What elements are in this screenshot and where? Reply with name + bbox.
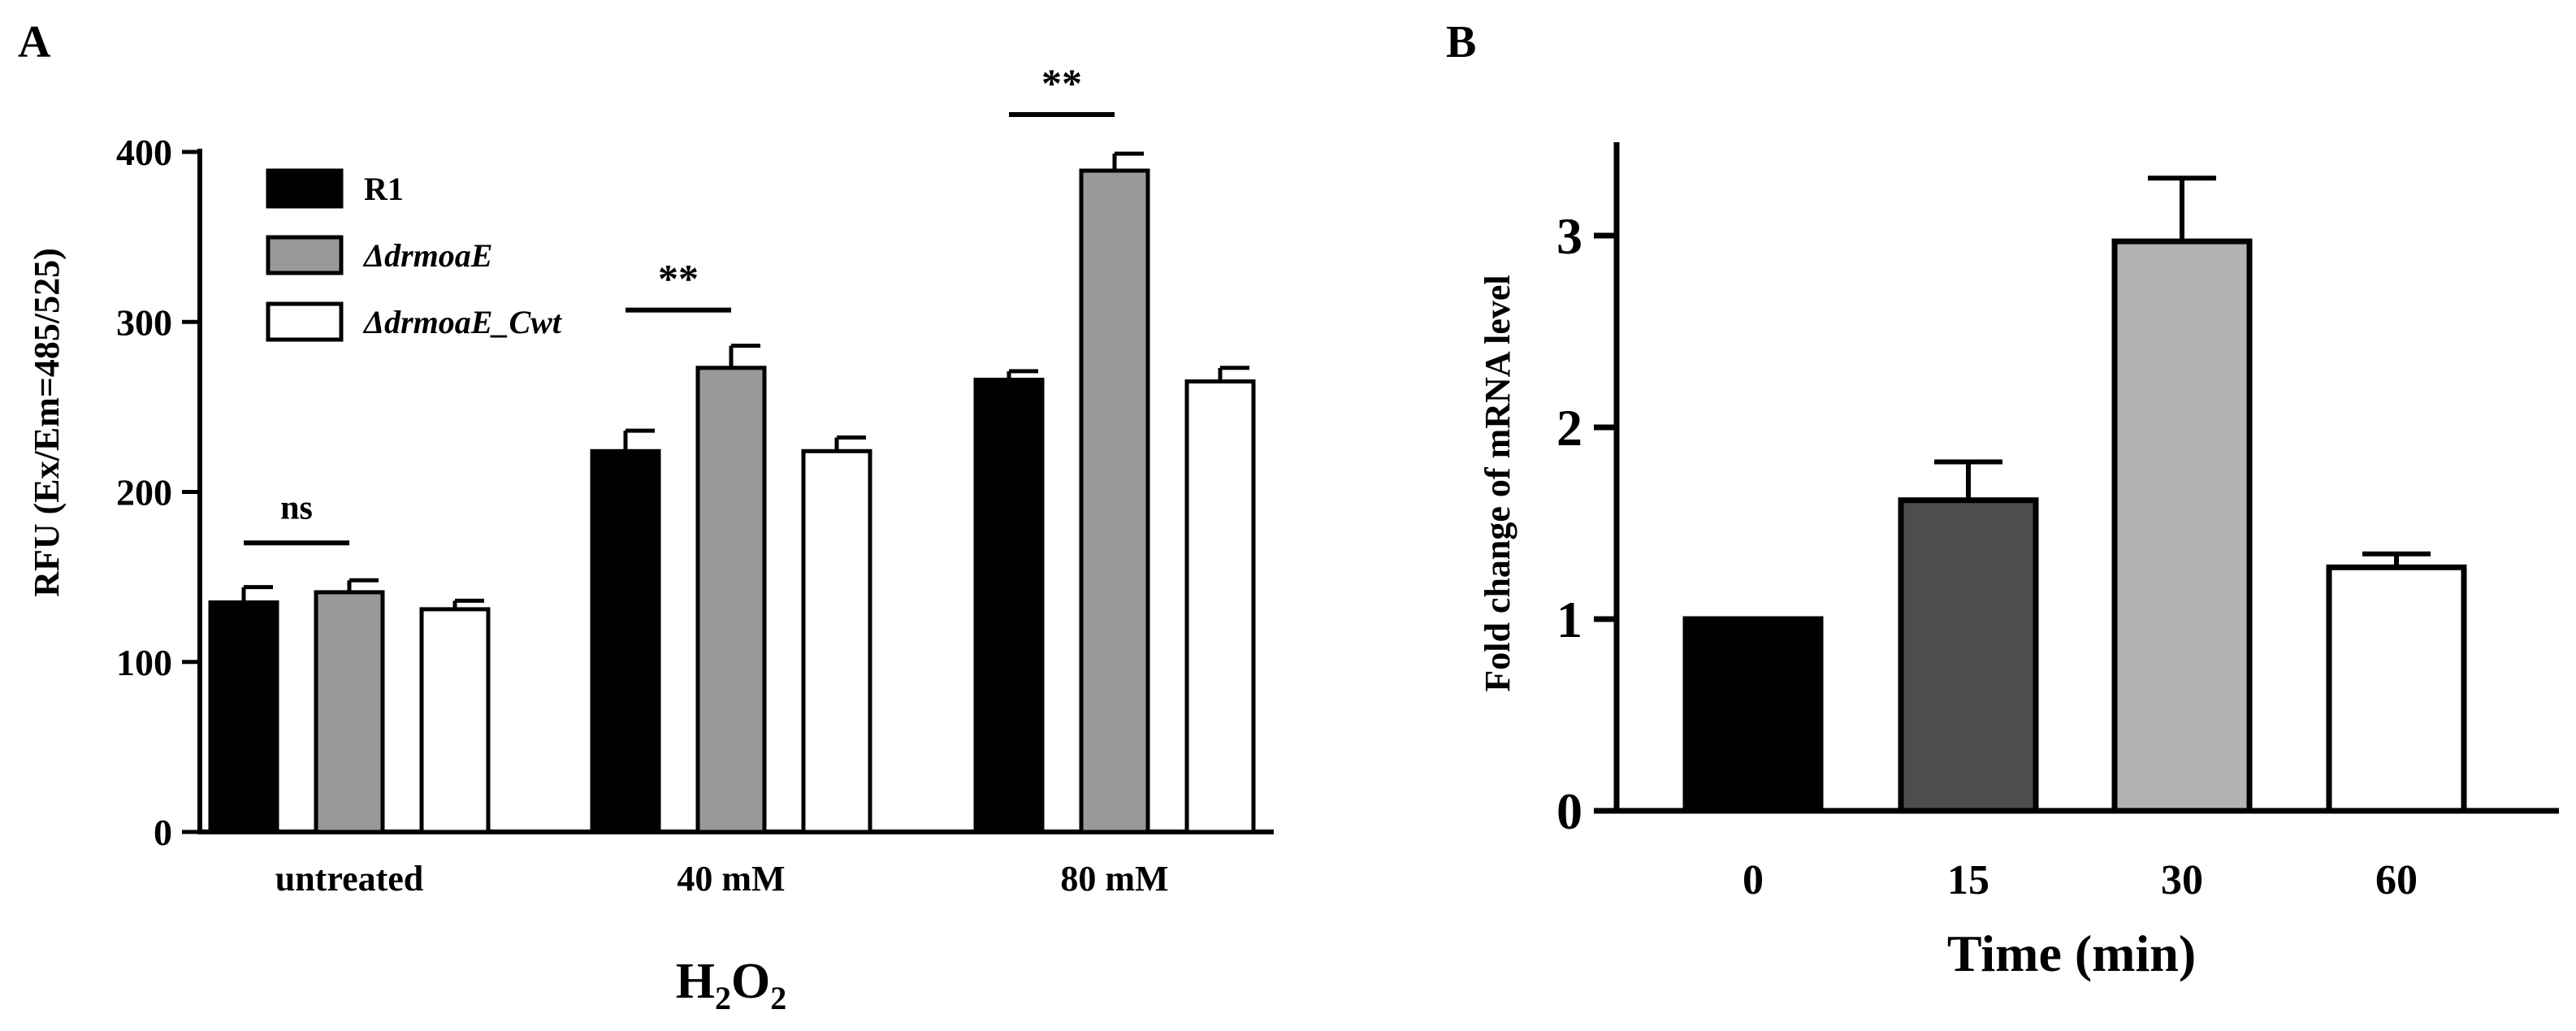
x-tick-label: 15	[1947, 857, 1989, 903]
y-tick-label: 0	[1556, 782, 1582, 840]
panel-a-plot: 0 100 200 300 400 untreated 40 mM 80 mM ns ** **	[116, 60, 1274, 899]
x-tick-label: 80 mM	[1060, 859, 1168, 899]
legend-label: ΔdrmoaE_Cwt	[362, 304, 563, 340]
y-tick-label: 1	[1556, 591, 1582, 648]
panel-b-x-axis-label: Time (min)	[1947, 925, 2196, 982]
y-tick-label: 300	[116, 301, 172, 343]
panel-a-y-axis-label: RFU (Ex/Em=485/525)	[27, 248, 67, 597]
panel-b-letter: B	[1446, 17, 1476, 67]
y-tick-label: 200	[116, 472, 172, 513]
x-tick-label: 40 mM	[677, 859, 785, 899]
y-tick-label: 100	[116, 642, 172, 683]
significance-label: **	[658, 256, 699, 301]
bar	[419, 607, 491, 834]
legend-swatch	[266, 301, 344, 342]
x-tick-label: 0	[1743, 857, 1764, 903]
y-tick-label: 400	[116, 132, 172, 173]
y-tick-label: 3	[1556, 207, 1582, 265]
bar	[2111, 238, 2253, 814]
significance-label: **	[1041, 60, 1082, 106]
bar	[208, 600, 279, 834]
legend-label: ΔdrmoaE	[362, 237, 492, 274]
legend-swatch	[266, 235, 344, 275]
y-tick-label: 0	[154, 812, 172, 853]
significance-label: ns	[280, 489, 313, 526]
bar	[1184, 379, 1256, 834]
bar	[1898, 497, 2039, 814]
bar	[1079, 168, 1150, 834]
x-tick-label: 60	[2375, 857, 2418, 903]
panel-a: A 0 100 200 300 400 untreated 40 mM 80 mM ns ** **…	[18, 17, 1274, 1016]
bar	[314, 590, 385, 834]
panel-b-y-axis-label: Fold change of mRNA level	[1478, 275, 1517, 691]
bar	[801, 448, 872, 834]
legend-label: R1	[364, 171, 404, 207]
bar	[1682, 616, 1824, 814]
bar	[973, 377, 1045, 834]
panel-a-legend: R1 ΔdrmoaE ΔdrmoaE_Cwt	[266, 168, 563, 342]
legend-swatch	[266, 168, 344, 209]
panel-a-x-axis-label: H2O2	[676, 954, 786, 1016]
x-tick-label: untreated	[275, 859, 424, 899]
y-tick-label: 2	[1556, 399, 1582, 457]
bar	[2326, 564, 2467, 814]
panel-a-letter: A	[18, 17, 51, 67]
bar	[590, 448, 661, 834]
x-tick-label: 30	[2161, 857, 2203, 903]
bar	[695, 366, 767, 834]
